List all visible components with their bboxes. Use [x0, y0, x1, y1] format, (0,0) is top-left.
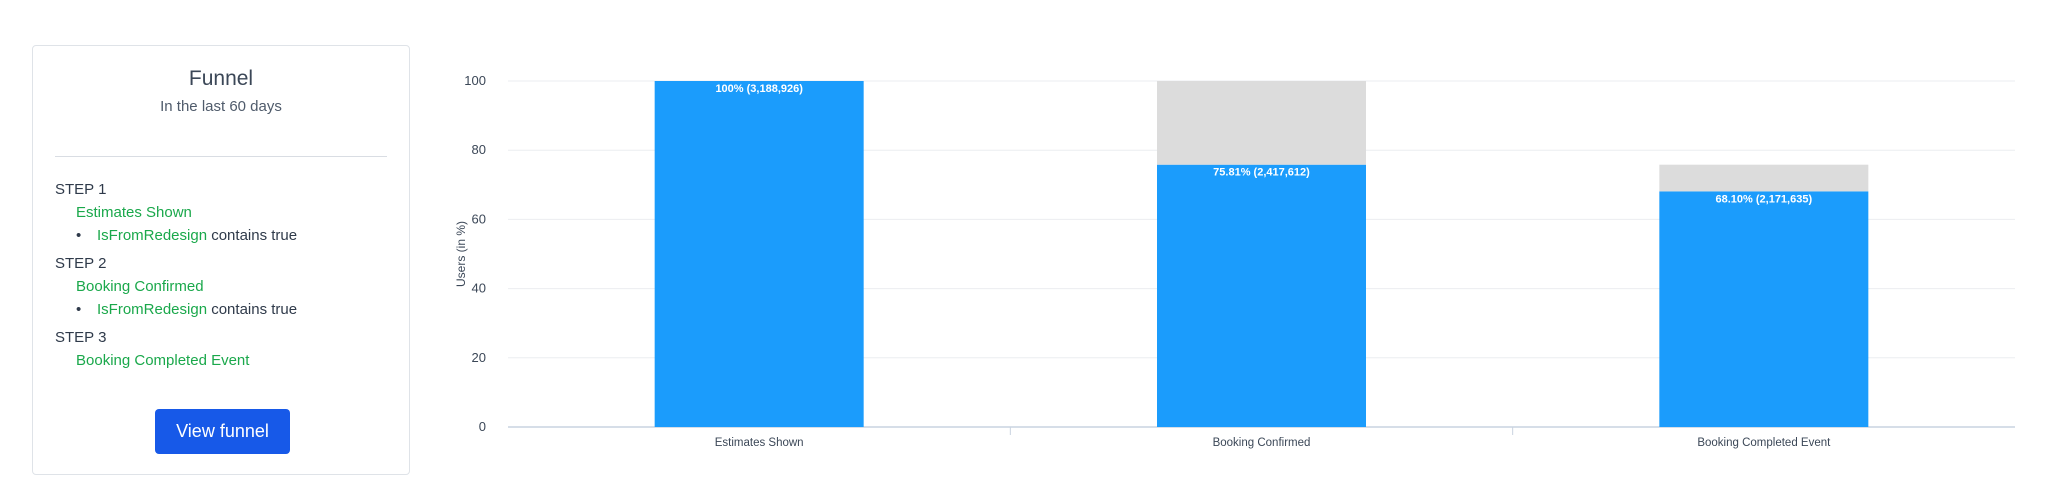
y-tick-label: 40: [472, 281, 486, 296]
filter-operator: contains: [211, 301, 268, 318]
filter-value: true: [271, 301, 298, 318]
step-event-link[interactable]: Booking Confirmed: [76, 278, 204, 295]
bullet-icon: •: [76, 301, 82, 318]
bar-converted: [1659, 191, 1869, 427]
funnel-bar-chart: 0 20 40 60 80 100 Users (in %) 100% (3,188,926)…: [454, 73, 2015, 449]
funnel-step-1: STEP 1 Estimates Shown • IsFromRedesign c…: [55, 181, 297, 244]
step-label: STEP 2: [55, 255, 107, 272]
funnel-step-3: STEP 3 Booking Completed Event: [55, 329, 249, 369]
bar-data-label: 75.81% (2,417,612): [1213, 167, 1310, 179]
bar-data-label: 68.10% (2,171,635): [1716, 193, 1813, 205]
funnel-title: Funnel: [188, 67, 254, 90]
bar-dropoff: [1659, 164, 1869, 192]
y-tick-label: 100: [464, 73, 486, 88]
x-category-label: Estimates Shown: [715, 437, 804, 449]
divider: [55, 156, 387, 157]
x-category-label: Booking Confirmed: [1213, 437, 1311, 449]
step-event-link[interactable]: Estimates Shown: [76, 204, 192, 221]
step-label: STEP 1: [55, 181, 107, 198]
step-label: STEP 3: [55, 329, 107, 346]
y-tick-label: 60: [472, 211, 486, 226]
funnel-step-2: STEP 2 Booking Confirmed • IsFromRedesign…: [55, 255, 297, 318]
step-filter: • IsFromRedesign contains true: [76, 301, 297, 318]
y-tick-label: 80: [472, 142, 486, 157]
view-funnel-button[interactable]: View funnel: [155, 409, 290, 454]
y-tick-label: 20: [472, 350, 486, 365]
x-category-label: Booking Completed Event: [1697, 437, 1831, 449]
filter-property[interactable]: IsFromRedesign: [97, 227, 208, 244]
filter-operator: contains: [211, 227, 268, 244]
step-filter: • IsFromRedesign contains true: [76, 227, 297, 244]
y-tick-label: 0: [479, 419, 486, 434]
bar-dropoff: [1157, 81, 1366, 165]
step-event-link[interactable]: Booking Completed Event: [76, 352, 250, 369]
filter-value: true: [271, 227, 298, 244]
funnel-card: Funnel In the last 60 days STEP 1 Estima…: [32, 45, 410, 475]
bullet-icon: •: [76, 227, 82, 244]
y-axis-title: Users (in %): [454, 221, 468, 287]
bar-converted: [654, 81, 864, 427]
funnel-subtitle: In the last 60 days: [160, 98, 282, 115]
filter-property[interactable]: IsFromRedesign: [97, 301, 208, 318]
bar-data-label: 100% (3,188,926): [715, 83, 803, 95]
bar-converted: [1157, 164, 1366, 428]
